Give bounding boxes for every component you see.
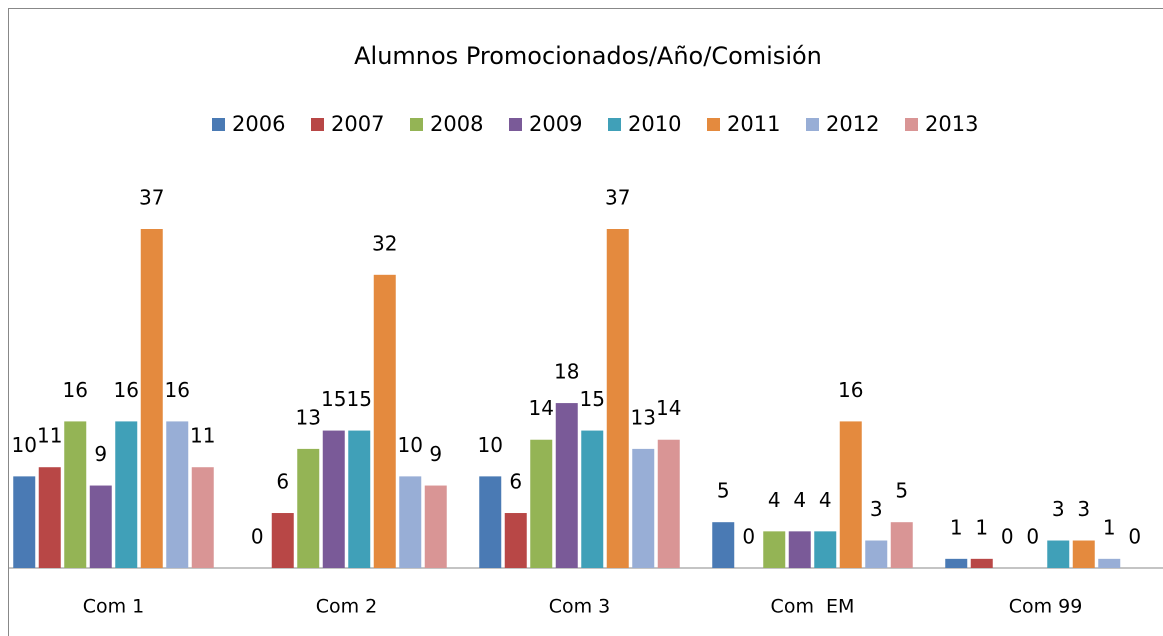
bar bbox=[945, 558, 968, 568]
legend-swatch bbox=[608, 118, 621, 131]
legend-swatch bbox=[905, 118, 918, 131]
data-label: 4 bbox=[819, 488, 832, 512]
data-label: 3 bbox=[870, 497, 883, 521]
data-label: 6 bbox=[276, 470, 289, 494]
data-label: 16 bbox=[165, 378, 190, 402]
legend-swatch bbox=[311, 118, 324, 131]
bar bbox=[504, 513, 527, 568]
legend-label: 2010 bbox=[628, 112, 681, 136]
data-label: 15 bbox=[321, 387, 346, 411]
data-label: 0 bbox=[742, 525, 755, 549]
data-label: 3 bbox=[1052, 497, 1065, 521]
bar bbox=[348, 430, 371, 568]
legend-label: 2008 bbox=[430, 112, 483, 136]
x-tick-label: Com 2 bbox=[316, 596, 378, 618]
data-label: 16 bbox=[114, 378, 139, 402]
data-label: 4 bbox=[768, 488, 781, 512]
bar bbox=[322, 430, 345, 568]
bar bbox=[115, 421, 138, 568]
data-label: 1 bbox=[950, 515, 963, 539]
data-label: 10 bbox=[398, 433, 423, 457]
legend-swatch bbox=[509, 118, 522, 131]
x-tick-label: Com 99 bbox=[1009, 596, 1083, 618]
data-label: 13 bbox=[296, 405, 321, 429]
data-label: 13 bbox=[631, 405, 656, 429]
bar bbox=[712, 522, 735, 568]
bar bbox=[166, 421, 189, 568]
bar bbox=[890, 522, 913, 568]
data-label: 15 bbox=[580, 387, 605, 411]
bar bbox=[13, 476, 36, 568]
bar bbox=[1072, 540, 1095, 568]
bar bbox=[1098, 558, 1121, 568]
data-label: 6 bbox=[509, 470, 522, 494]
legend-label: 2011 bbox=[727, 112, 780, 136]
data-label: 10 bbox=[12, 433, 37, 457]
data-label: 11 bbox=[37, 424, 62, 448]
data-label: 9 bbox=[429, 442, 442, 466]
data-label: 1 bbox=[975, 515, 988, 539]
data-label: 0 bbox=[1001, 525, 1014, 549]
bar bbox=[38, 467, 61, 568]
bar bbox=[788, 531, 811, 568]
bar bbox=[657, 439, 680, 568]
data-label: 11 bbox=[190, 424, 215, 448]
data-label: 15 bbox=[347, 387, 372, 411]
bar bbox=[839, 421, 862, 568]
chart-title: Alumnos Promocionados/Año/Comisión bbox=[354, 42, 822, 70]
legend-swatch bbox=[707, 118, 720, 131]
bar bbox=[424, 485, 447, 568]
data-label: 1 bbox=[1103, 515, 1116, 539]
data-label: 9 bbox=[94, 442, 107, 466]
legend-label: 2009 bbox=[529, 112, 582, 136]
data-label: 37 bbox=[139, 186, 164, 210]
x-tick-label: Com EM bbox=[771, 596, 855, 618]
bar bbox=[140, 229, 163, 568]
data-label: 14 bbox=[656, 396, 681, 420]
legend-label: 2012 bbox=[826, 112, 879, 136]
data-label: 16 bbox=[63, 378, 88, 402]
bar bbox=[479, 476, 502, 568]
x-tick-label: Com 3 bbox=[549, 596, 611, 618]
bar bbox=[814, 531, 837, 568]
bar bbox=[555, 403, 578, 568]
x-tick-label: Com 1 bbox=[83, 596, 145, 618]
data-label: 16 bbox=[838, 378, 863, 402]
bar bbox=[271, 513, 294, 568]
data-label: 5 bbox=[717, 479, 730, 503]
legend-swatch bbox=[806, 118, 819, 131]
data-label: 0 bbox=[251, 525, 264, 549]
bar bbox=[606, 229, 629, 568]
legend-label: 2013 bbox=[925, 112, 978, 136]
bar bbox=[530, 439, 553, 568]
bar bbox=[191, 467, 214, 568]
bar bbox=[89, 485, 112, 568]
data-label: 0 bbox=[1128, 525, 1141, 549]
data-label: 3 bbox=[1077, 497, 1090, 521]
bar bbox=[865, 540, 888, 568]
data-label: 10 bbox=[478, 433, 503, 457]
data-label: 32 bbox=[372, 231, 397, 255]
bar bbox=[581, 430, 604, 568]
data-label: 14 bbox=[529, 396, 554, 420]
bar bbox=[373, 274, 396, 568]
legend-swatch bbox=[212, 118, 225, 131]
legend-swatch bbox=[410, 118, 423, 131]
data-label: 0 bbox=[1026, 525, 1039, 549]
bar bbox=[399, 476, 422, 568]
bar bbox=[64, 421, 87, 568]
bar bbox=[632, 448, 655, 568]
data-label: 5 bbox=[895, 479, 908, 503]
bar bbox=[763, 531, 786, 568]
legend-label: 2007 bbox=[331, 112, 384, 136]
bar bbox=[297, 448, 320, 568]
bar bbox=[970, 558, 993, 568]
data-label: 18 bbox=[554, 360, 579, 384]
bar bbox=[1047, 540, 1070, 568]
data-label: 4 bbox=[793, 488, 806, 512]
data-label: 37 bbox=[605, 186, 630, 210]
legend-label: 2006 bbox=[232, 112, 285, 136]
